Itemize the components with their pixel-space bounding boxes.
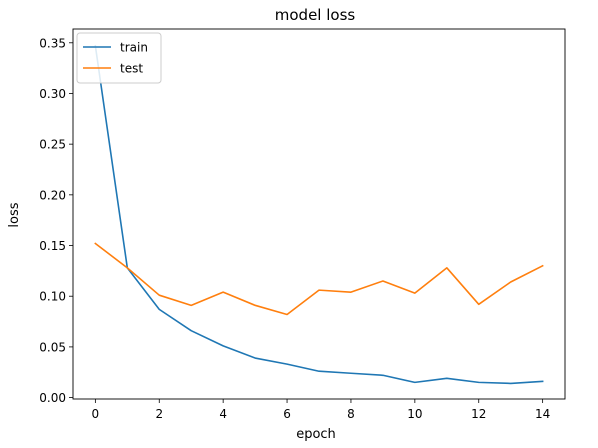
x-tick-label: 12 [471, 407, 486, 421]
legend-label-train: train [120, 41, 148, 55]
x-tick-label: 4 [219, 407, 227, 421]
x-axis-label: epoch [296, 427, 336, 442]
y-tick-label: 0.15 [39, 239, 66, 253]
legend-label-test: test [120, 62, 143, 76]
x-tick-label: 8 [347, 407, 355, 421]
axes: 0 2 4 6 8 10 12 14 0.00 0.05 0.10 0.15 0.20 0.25 0.30 0… [39, 36, 550, 421]
y-tick-label: 0.35 [39, 36, 66, 50]
series-line-test [94, 242, 544, 316]
y-tick-label: 0.10 [39, 290, 66, 304]
y-tick-label: 0.30 [39, 87, 66, 101]
x-tick-label: 14 [535, 407, 550, 421]
legend: train test [76, 32, 162, 84]
chart-title: model loss [275, 6, 356, 24]
series-layer [94, 44, 544, 385]
x-tick-label: 0 [92, 407, 100, 421]
y-axis-label: loss [7, 202, 22, 227]
series-line-train [94, 44, 544, 385]
plot-frame [72, 28, 566, 400]
y-tick-label: 0.20 [39, 188, 66, 202]
legend-box [76, 32, 162, 84]
y-tick-label: 0.25 [39, 138, 66, 152]
y-tick-label: 0.05 [39, 340, 66, 354]
x-tick-label: 6 [283, 407, 291, 421]
y-tick-label: 0.00 [39, 391, 66, 405]
x-tick-label: 10 [407, 407, 422, 421]
x-tick-label: 2 [155, 407, 163, 421]
